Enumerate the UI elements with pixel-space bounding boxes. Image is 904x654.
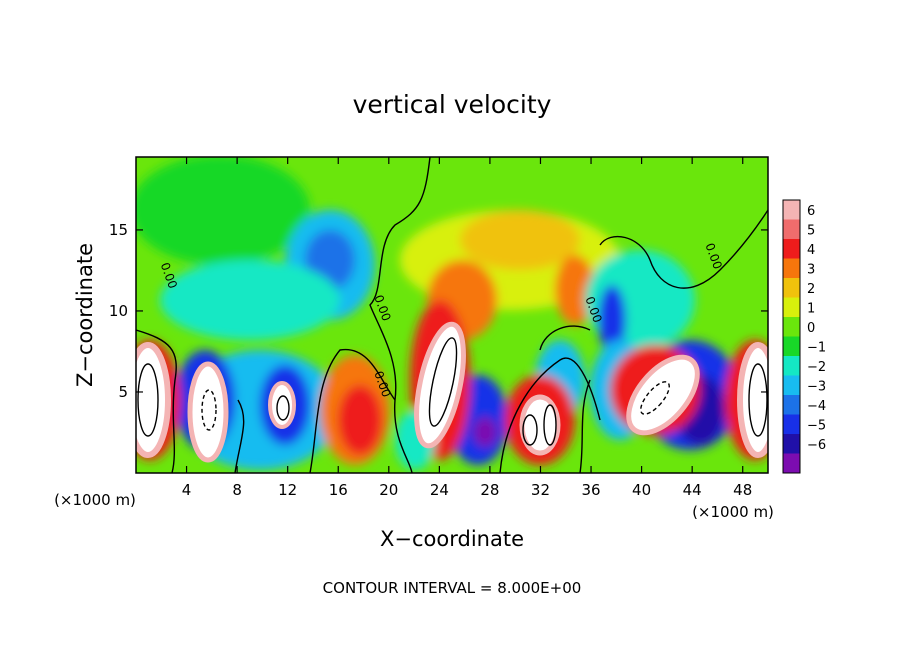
- updraft-core: [187, 361, 229, 463]
- colorbar-swatch: [783, 356, 800, 376]
- x-tick-label: 40: [632, 481, 651, 499]
- x-tick-label: 20: [379, 481, 398, 499]
- core-contour-dashed: [640, 381, 670, 415]
- updraft-core: [414, 321, 466, 449]
- zero-contour: [599, 209, 768, 289]
- colorbar-label: −6: [807, 438, 826, 453]
- y-tick-label: 5: [118, 383, 128, 401]
- contour-lines: [136, 157, 768, 473]
- y-axis: 5 10 15: [109, 221, 768, 401]
- colorbar-label: −4: [807, 399, 826, 414]
- x-axis-label: X−coordinate: [380, 527, 524, 551]
- colorbar-label: 2: [807, 282, 815, 297]
- colorbar-swatch: [783, 375, 800, 396]
- colorbar-swatch: [783, 414, 800, 435]
- x-tick-label: 4: [182, 481, 192, 499]
- plot-area: 0.000.000.000.000.00: [135, 156, 769, 474]
- plot-frame: [135, 156, 769, 474]
- x-tick-label: 12: [278, 481, 297, 499]
- updraft-core: [626, 354, 700, 436]
- zero-contour: [234, 399, 245, 473]
- field-blob: [338, 385, 382, 455]
- core-contour: [522, 414, 538, 446]
- updraft-core: [136, 342, 171, 458]
- x-unit-right: (×1000 m): [692, 503, 774, 521]
- colorbar-swatch: [783, 453, 800, 474]
- colorbar-label: 1: [807, 301, 815, 316]
- velocity-field: 0.000.000.000.000.00: [136, 157, 768, 473]
- field-blob: [598, 285, 626, 355]
- chart-title: vertical velocity: [353, 90, 552, 119]
- core-contour: [276, 395, 290, 421]
- x-tick-label: 16: [329, 481, 348, 499]
- core-contour: [137, 363, 159, 437]
- core-contour-dashed: [201, 389, 217, 431]
- zero-contour: [309, 348, 396, 473]
- colorbar-label: 6: [807, 204, 815, 219]
- colorbar-swatch: [783, 317, 800, 337]
- colorbar-frame: [782, 199, 801, 474]
- colorbar-label: 0: [807, 321, 815, 336]
- updraft-core: [737, 342, 768, 458]
- field-blob: [555, 255, 595, 325]
- x-tick-label: 28: [480, 481, 499, 499]
- field-blob: [460, 210, 580, 270]
- colorbar-swatch: [783, 200, 800, 220]
- x-tick-label: 36: [581, 481, 600, 499]
- x-tick-label: 24: [430, 481, 449, 499]
- field-blob: [473, 417, 497, 447]
- y-tick-label: 15: [109, 221, 128, 239]
- colorbar-swatch: [783, 434, 800, 454]
- colorbar: 6 5 4 3 2 1 0 −1 −2 −3 −4 −5 −6: [782, 199, 826, 474]
- colorbar-label: 4: [807, 243, 815, 258]
- x-unit-left: (×1000 m): [54, 491, 136, 509]
- y-tick-label: 10: [109, 302, 128, 320]
- x-tick-label: 32: [531, 481, 550, 499]
- x-tick-label: 8: [232, 481, 242, 499]
- colorbar-label: 5: [807, 223, 815, 238]
- x-tick-label: 44: [683, 481, 702, 499]
- y-axis-label: Z−coordinate: [73, 243, 97, 387]
- colorbar-label: −1: [807, 340, 826, 355]
- colorbar-label: −3: [807, 379, 826, 394]
- colorbar-swatch: [783, 258, 800, 279]
- x-axis: 4 8 12 16 20 24 28 32 36 40 44 48: [182, 157, 752, 499]
- colorbar-swatch: [783, 239, 800, 259]
- core-contour: [748, 363, 768, 437]
- contour-interval-note: CONTOUR INTERVAL = 8.000E+00: [323, 579, 582, 597]
- zero-contour: [579, 379, 591, 473]
- field-blob: [160, 260, 340, 340]
- zero-contour: [539, 325, 591, 351]
- colorbar-label: −5: [807, 418, 826, 433]
- colorbar-swatch: [783, 336, 800, 357]
- colorbar-swatch: [783, 278, 800, 298]
- colorbar-label: 3: [807, 262, 815, 277]
- updraft-core: [519, 394, 561, 456]
- zero-contour: [136, 329, 177, 473]
- core-contour: [428, 337, 458, 427]
- colorbar-swatch: [783, 297, 800, 318]
- zero-contour: [369, 157, 431, 473]
- colorbar-swatch: [783, 219, 800, 240]
- core-contour: [543, 404, 557, 446]
- colorbar-label: −2: [807, 360, 826, 375]
- x-tick-label: 48: [733, 481, 752, 499]
- colorbar-swatch: [783, 395, 800, 415]
- field-blob: [136, 157, 310, 265]
